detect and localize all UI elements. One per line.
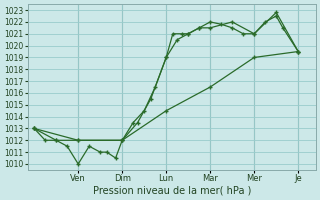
X-axis label: Pression niveau de la mer( hPa ): Pression niveau de la mer( hPa ) xyxy=(92,186,251,196)
